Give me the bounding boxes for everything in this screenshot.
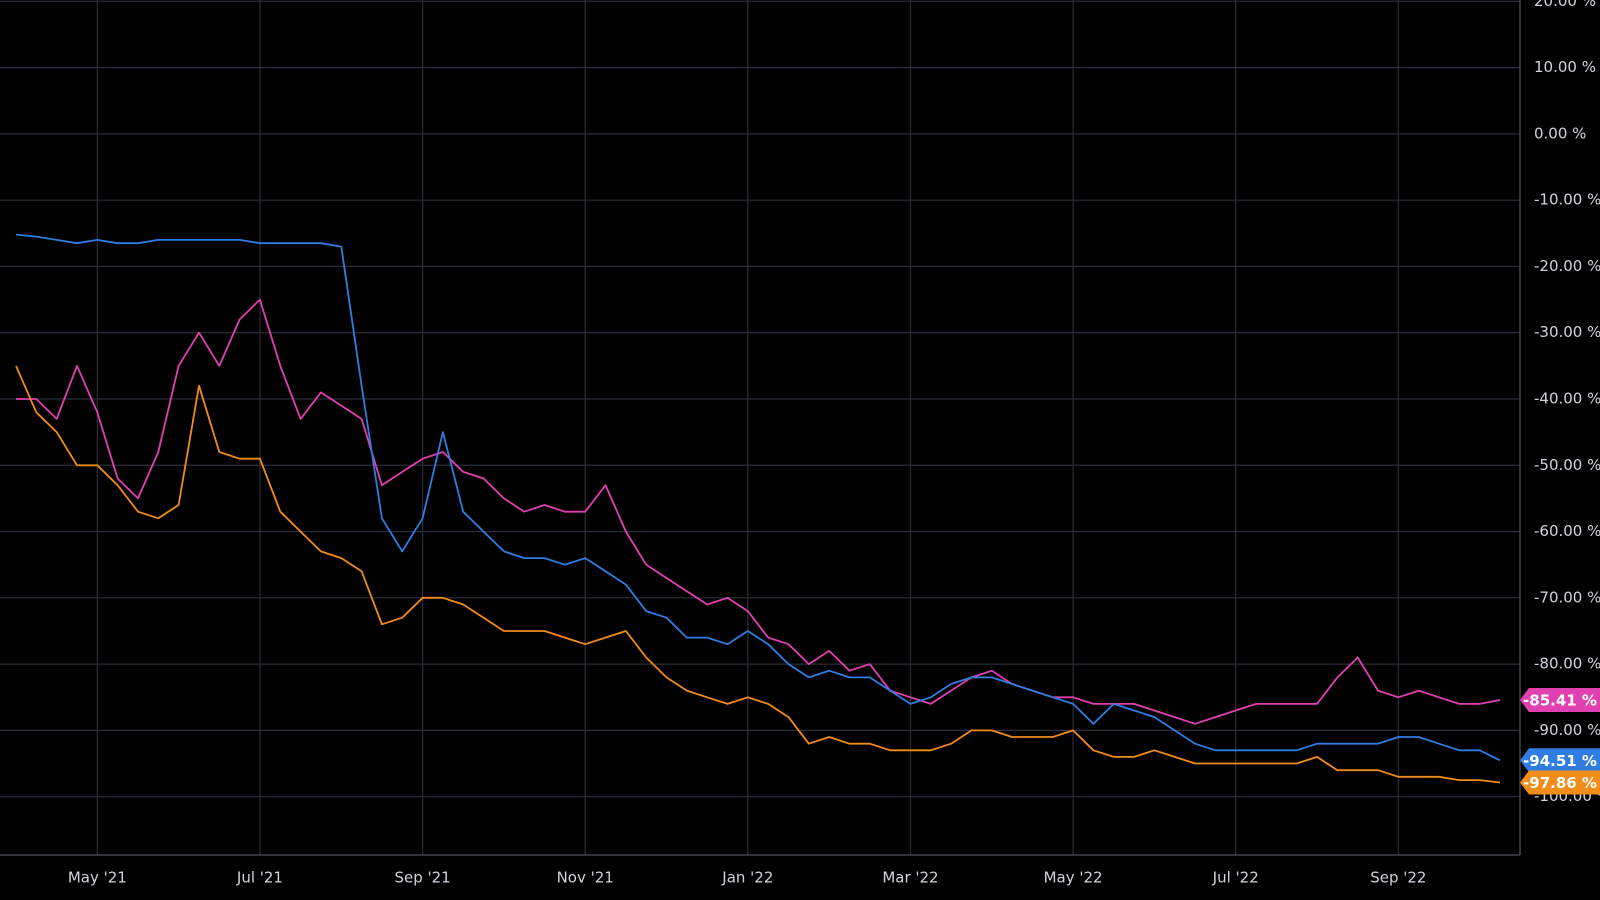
y-tick-label: -80.00 % [1534, 655, 1600, 673]
x-tick-label: Jan '22 [721, 869, 773, 887]
series-line [16, 298, 1501, 725]
price-badge [1520, 687, 1600, 712]
y-tick-label: -90.00 % [1534, 721, 1600, 739]
x-tick-label: May '21 [68, 869, 127, 887]
x-tick-label: May '22 [1044, 869, 1103, 887]
x-tick-label: Sep '21 [394, 869, 450, 887]
series-line [15, 365, 1501, 784]
x-tick-label: Jul '21 [236, 869, 283, 887]
price-badge [1520, 770, 1600, 795]
y-tick-label: -10.00 % [1534, 191, 1600, 209]
x-tick-label: Sep '22 [1370, 869, 1426, 887]
price-badge [1520, 748, 1600, 773]
y-tick-label: 20.00 % [1534, 0, 1596, 10]
y-tick-label: -20.00 % [1534, 257, 1600, 275]
series-line [15, 233, 1501, 762]
y-tick-label: 10.00 % [1534, 58, 1596, 76]
y-tick-label: 0.00 % [1534, 124, 1586, 142]
x-tick-label: Nov '21 [557, 869, 614, 887]
x-tick-label: Jul '22 [1212, 869, 1259, 887]
y-tick-label: -50.00 % [1534, 456, 1600, 474]
price-badge-label: -94.51 % [1523, 752, 1597, 770]
price-badge-label: -97.86 % [1523, 774, 1597, 792]
y-tick-label: -70.00 % [1534, 588, 1600, 606]
x-tick-label: Mar '22 [882, 869, 938, 887]
y-tick-label: -60.00 % [1534, 522, 1600, 540]
price-badge-label: -85.41 % [1523, 691, 1597, 709]
y-tick-label: -40.00 % [1534, 390, 1600, 408]
y-tick-label: -30.00 % [1534, 323, 1600, 341]
